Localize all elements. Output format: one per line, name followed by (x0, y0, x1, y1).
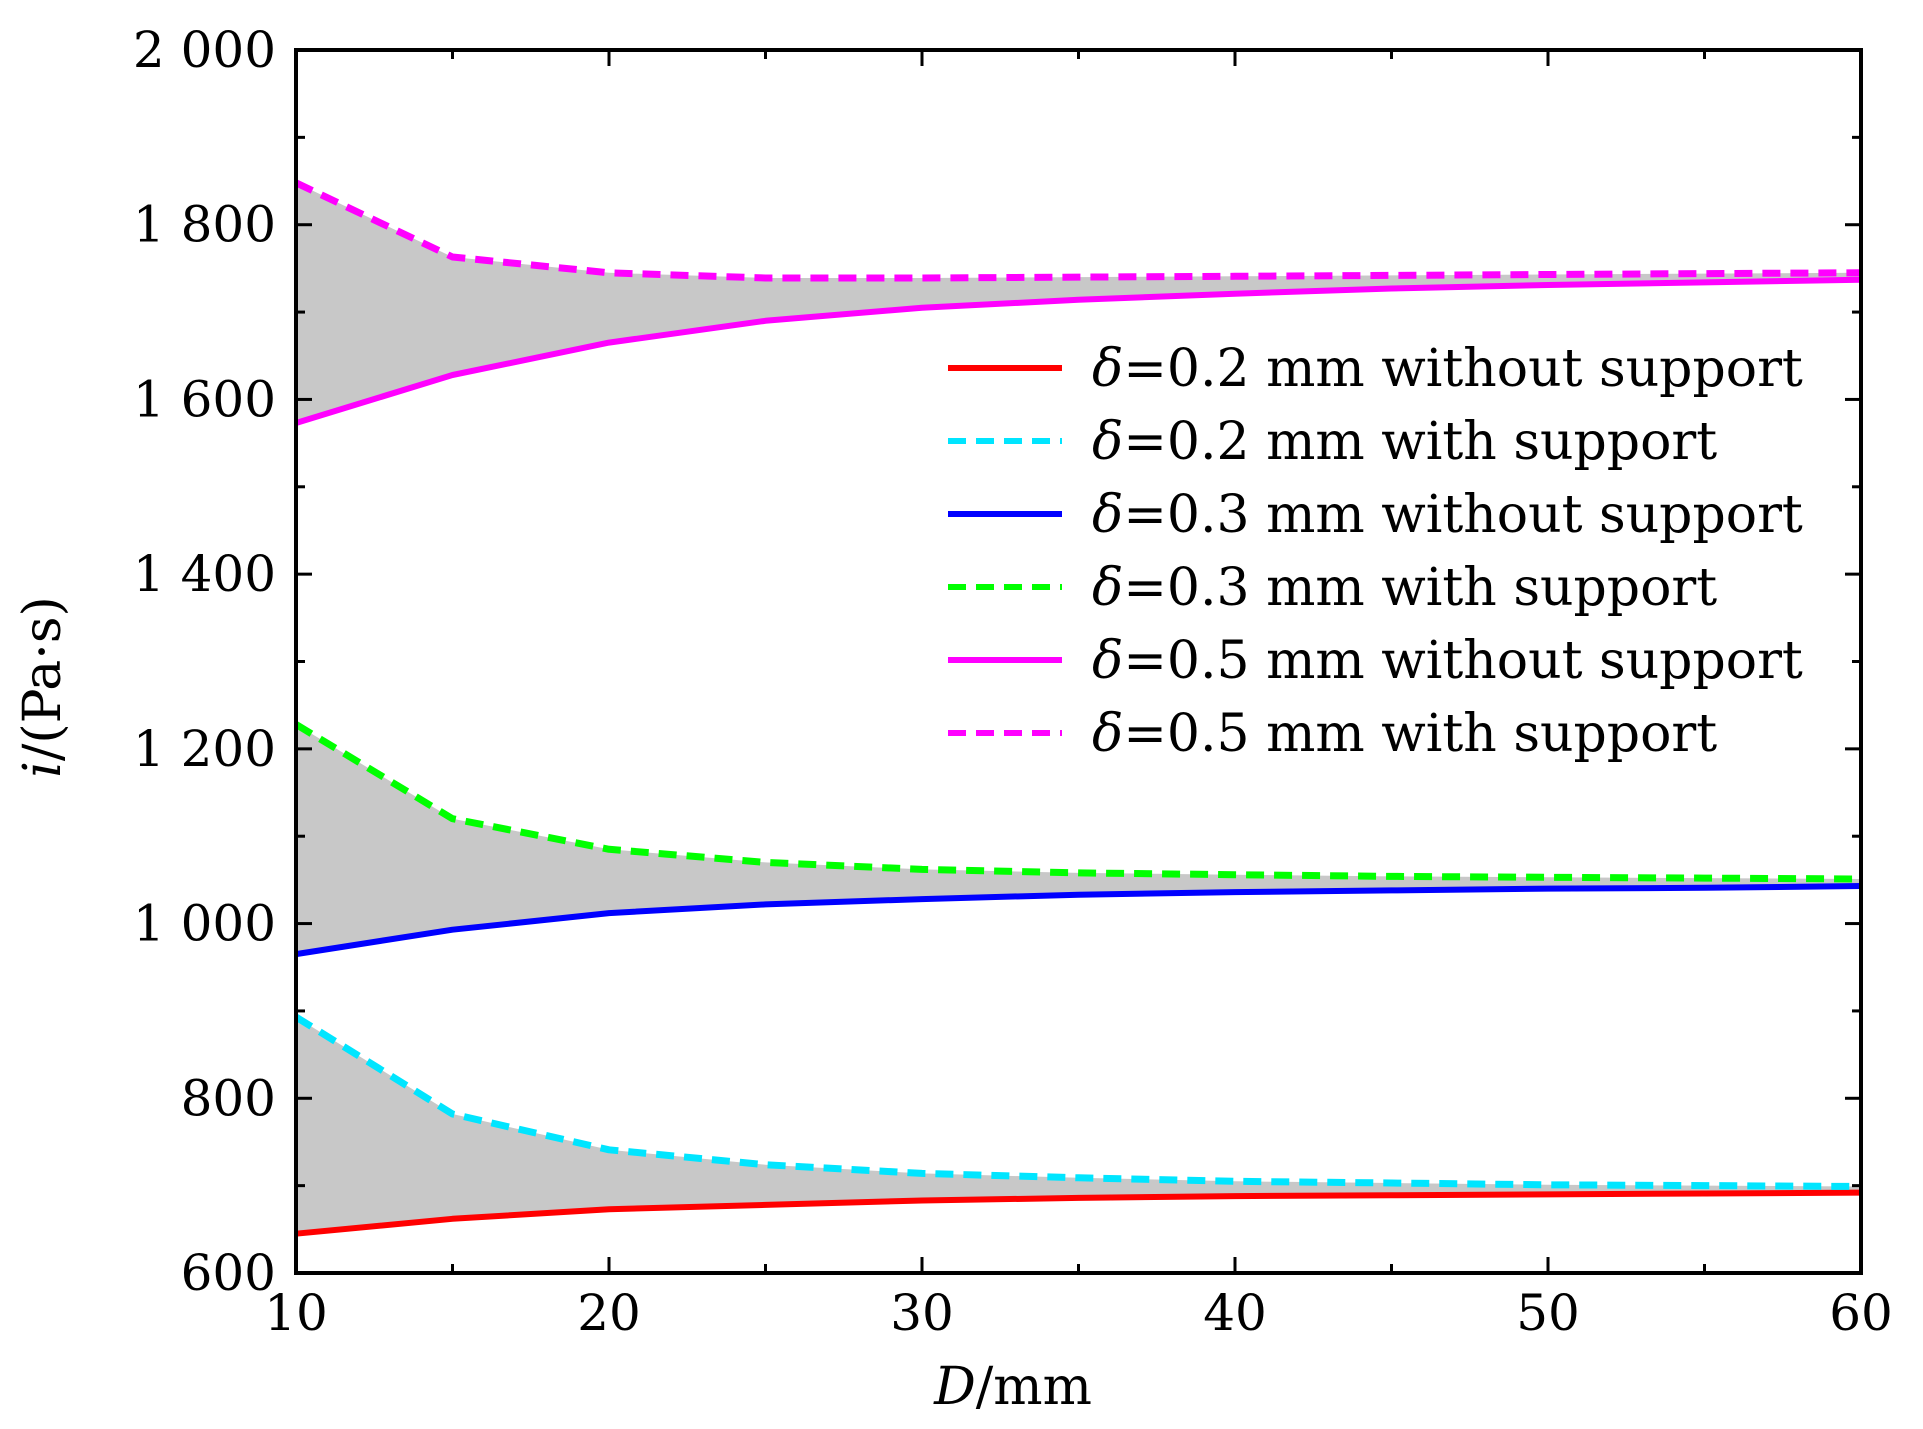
series-line-4 (295, 276, 1862, 426)
y-axis-unit: /(Pa·s) (13, 596, 73, 761)
shaded-band-2 (296, 182, 1861, 423)
legend-symbol-5: δ (1092, 704, 1123, 764)
x-tick-label-30: 30 (890, 1284, 954, 1342)
y-tick-label-1200: 1 200 (133, 720, 276, 778)
y-tick-label-1600: 1 600 (133, 370, 276, 428)
series-line-2 (295, 883, 1862, 958)
series-lines (294, 179, 1862, 1237)
x-tick-label-40: 40 (1203, 1284, 1267, 1342)
y-tick-label-1400: 1 400 (133, 545, 276, 603)
legend-text-4: =0.5 mm without support (1123, 631, 1803, 691)
series-line-5 (294, 179, 1862, 282)
shaded-band-0 (296, 1017, 1861, 1234)
y-tick-label-1000: 1 000 (133, 895, 276, 953)
legend-label-1: δ=0.2 mm with support (1092, 412, 1717, 472)
x-axis-unit: /mm (976, 1357, 1092, 1417)
series-line-3 (294, 721, 1862, 883)
legend-label-3: δ=0.3 mm with support (1092, 558, 1717, 618)
legend-text-3: =0.3 mm with support (1123, 558, 1717, 618)
legend-text-5: =0.5 mm with support (1123, 704, 1717, 764)
legend-symbol-4: δ (1092, 631, 1123, 691)
x-axis-variable: D (933, 1357, 976, 1417)
legend-text-0: =0.2 mm without support (1123, 339, 1803, 399)
x-tick-label-20: 20 (577, 1284, 641, 1342)
series-line-1 (294, 1014, 1862, 1190)
legend-symbol-1: δ (1092, 412, 1123, 472)
x-axis: 10 20 30 40 50 60 (264, 50, 1893, 1342)
y-axis-title: i/(Pa·s) (13, 596, 73, 778)
legend-text-1: =0.2 mm with support (1123, 412, 1717, 472)
y-tick-label-800: 800 (181, 1069, 276, 1127)
legend-symbol-3: δ (1092, 558, 1123, 618)
legend-text-2: =0.3 mm without support (1123, 485, 1803, 545)
y-tick-label-600: 600 (181, 1244, 276, 1302)
legend-label-2: δ=0.3 mm without support (1092, 485, 1803, 545)
y-tick-label-1800: 1 800 (133, 196, 276, 254)
series-line-0 (295, 1189, 1862, 1237)
legend-label-0: δ=0.2 mm without support (1092, 339, 1803, 399)
x-axis-title: D/mm (933, 1357, 1092, 1417)
x-tick-label-50: 50 (1516, 1284, 1580, 1342)
legend-symbol-0: δ (1092, 339, 1123, 399)
x-tick-label-60: 60 (1829, 1284, 1893, 1342)
x-tick-label-10: 10 (264, 1284, 328, 1342)
shaded-bands (296, 182, 1861, 1234)
legend-label-5: δ=0.5 mm with support (1092, 704, 1717, 764)
y-axis-variable: i (13, 761, 73, 778)
legend-label-4: δ=0.5 mm without support (1092, 631, 1803, 691)
y-axis: 600 800 1 000 1 200 1 400 1 600 1 800 2 000 (133, 21, 1861, 1302)
y-tick-label-2000: 2 000 (133, 21, 276, 79)
shaded-band-1 (296, 724, 1861, 955)
legend-symbol-2: δ (1092, 485, 1123, 545)
